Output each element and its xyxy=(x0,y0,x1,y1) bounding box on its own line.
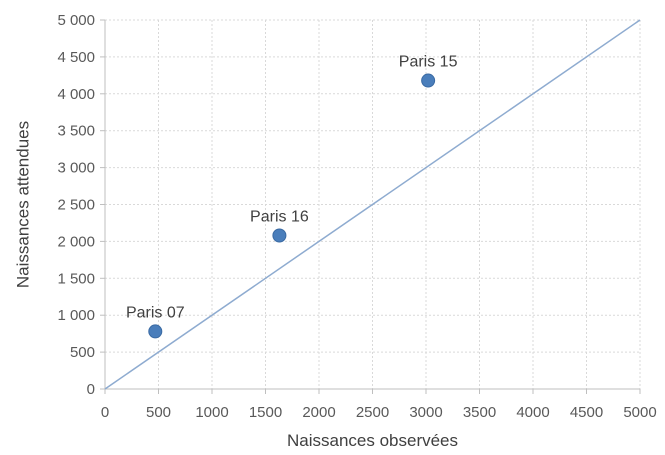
x-tick-label: 2500 xyxy=(356,404,389,421)
x-tick-label: 4000 xyxy=(516,404,549,421)
x-tick-label: 1000 xyxy=(195,404,228,421)
axes xyxy=(100,19,641,394)
x-tick-label: 1500 xyxy=(249,404,282,421)
y-tick-label: 500 xyxy=(70,344,95,361)
y-tick-label: 2 000 xyxy=(57,233,95,250)
data-point-label: Paris 15 xyxy=(399,54,458,71)
data-point-label: Paris 07 xyxy=(126,304,185,321)
x-tick-label: 500 xyxy=(146,404,171,421)
x-tick-label: 2000 xyxy=(302,404,335,421)
data-point xyxy=(272,228,287,243)
y-tick-label: 3 500 xyxy=(57,123,95,140)
y-tick-label: 3 000 xyxy=(57,160,95,177)
y-tick-labels: 0 500 1 000 1 500 2 000 2 500 3 000 3 500 4 000 4… xyxy=(57,12,95,398)
y-tick-label: 4 500 xyxy=(57,49,95,66)
y-tick-label: 1 000 xyxy=(57,307,95,324)
reference-line-group xyxy=(104,19,641,390)
data-point xyxy=(148,324,163,339)
data-point xyxy=(421,73,436,88)
x-axis-title: Naissances observées xyxy=(287,431,458,450)
y-tick-label: 4 000 xyxy=(57,86,95,103)
y-tick-label: 0 xyxy=(87,381,95,398)
x-tick-label: 3000 xyxy=(409,404,442,421)
reference-line xyxy=(104,19,641,390)
y-tick-label: 2 500 xyxy=(57,197,95,214)
x-tick-label: 0 xyxy=(101,404,109,421)
y-tick-label: 1 500 xyxy=(57,270,95,287)
x-tick-label: 4500 xyxy=(570,404,603,421)
x-tick-label: 3500 xyxy=(463,404,496,421)
y-axis-title: Naissances attendues xyxy=(13,121,32,288)
x-tick-label: 5000 xyxy=(623,404,656,421)
y-tick-label: 5 000 xyxy=(57,12,95,29)
data-point-label: Paris 16 xyxy=(250,208,309,225)
data-points: Paris 07 Paris 16 Paris 15 xyxy=(126,54,458,339)
x-tick-labels: 0 500 1000 1500 2000 2500 3000 3500 4000 4500 5000 xyxy=(101,404,657,421)
